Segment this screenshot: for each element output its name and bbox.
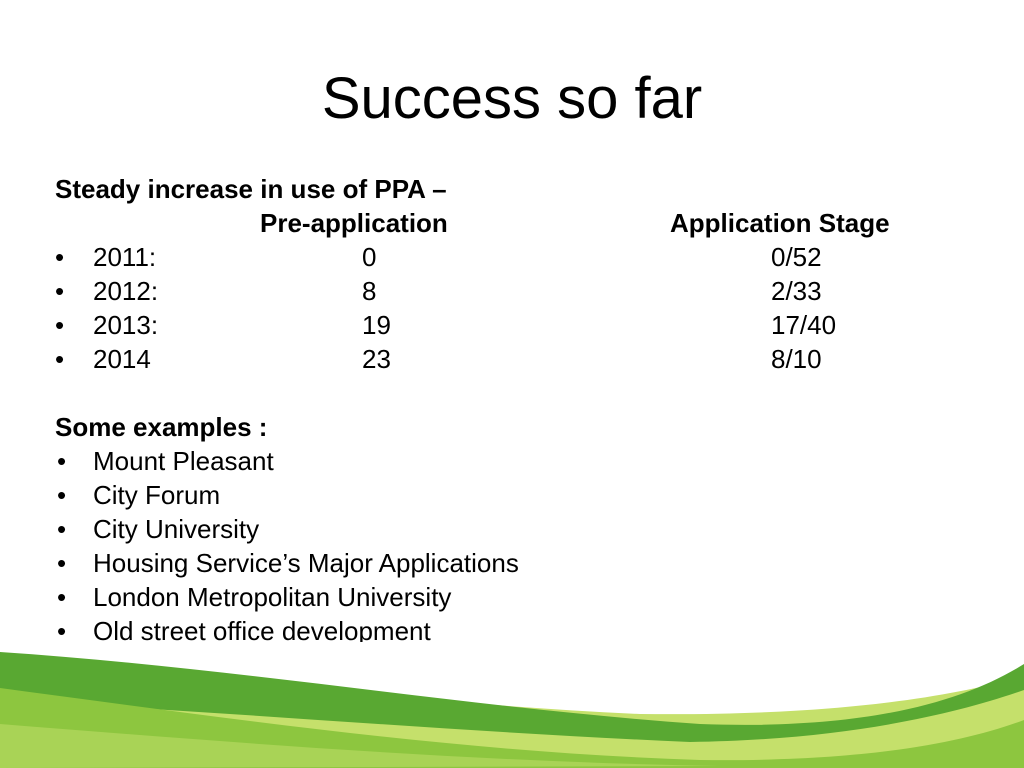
example-label: City Forum (93, 480, 221, 510)
example-label: London Metropolitan University (93, 582, 452, 612)
pre-application-value: 0 (362, 242, 377, 272)
example-label: Old street office development (93, 616, 431, 642)
slide-title: Success so far (321, 66, 703, 131)
bullet: • (57, 548, 67, 578)
column-headers: Pre-application Application Stage (55, 206, 995, 240)
example-label: City University (93, 514, 260, 544)
list-item: • City Forum (55, 478, 995, 512)
slide-content: Steady increase in use of PPA – Pre-appl… (55, 172, 995, 642)
spacer (55, 376, 995, 410)
swoosh-dark-band (0, 652, 1024, 742)
bullet: • (55, 310, 65, 340)
table-row: • 2014 23 8/10 (55, 342, 995, 376)
application-stage-value: 0/52 (771, 242, 822, 272)
header-pre-application: Pre-application (260, 208, 448, 238)
list-item: • City University (55, 512, 995, 546)
bullet: • (55, 276, 65, 306)
examples-heading: Some examples : (55, 412, 268, 442)
bullet: • (55, 242, 65, 272)
intro-line: Steady increase in use of PPA – (55, 174, 447, 204)
table-row: • 2011: 0 0/52 (55, 240, 995, 274)
year-label: 2012: (93, 276, 159, 306)
application-stage-value: 8/10 (771, 344, 822, 374)
swoosh-highlight (0, 724, 720, 768)
list-item: • Mount Pleasant (55, 444, 995, 478)
header-application-stage: Application Stage (670, 208, 890, 238)
bullet: • (57, 446, 67, 476)
pre-application-value: 19 (362, 310, 391, 340)
bullet: • (57, 616, 67, 642)
bullet: • (57, 514, 67, 544)
table-row: • 2013: 19 17/40 (55, 308, 995, 342)
swoosh-light-band (0, 688, 1024, 768)
year-label: 2014 (93, 344, 151, 374)
example-label: Housing Service’s Major Applications (93, 548, 519, 578)
list-item: • Housing Service’s Major Applications (55, 546, 995, 580)
pre-application-value: 8 (362, 276, 377, 306)
bullet: • (57, 582, 67, 612)
table-row: • 2012: 8 2/33 (55, 274, 995, 308)
bullet: • (57, 480, 67, 510)
year-label: 2013: (93, 310, 159, 340)
swoosh-lime-band (0, 664, 1024, 768)
list-item: • Old street office development (55, 614, 995, 642)
application-stage-value: 17/40 (771, 310, 837, 340)
bullet: • (55, 344, 65, 374)
list-item: • London Metropolitan University (55, 580, 995, 614)
pre-application-value: 23 (362, 344, 391, 374)
example-label: Mount Pleasant (93, 446, 274, 476)
application-stage-value: 2/33 (771, 276, 822, 306)
year-label: 2011: (93, 242, 157, 272)
